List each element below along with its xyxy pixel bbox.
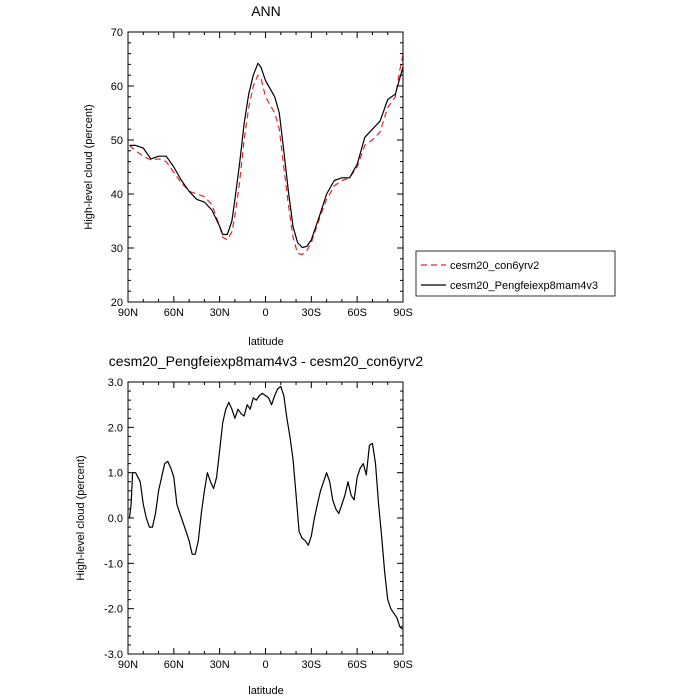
top-x-tick-label: 30S xyxy=(302,307,322,319)
bottom-x-tick-label: 30N xyxy=(210,659,230,671)
bottom-panel: cesm20_Pengfeiexp8mam4v3 - cesm20_con6yr… xyxy=(75,353,423,697)
top-y-axis-label: High-level cloud (percent) xyxy=(83,104,95,229)
bottom-plot-frame xyxy=(127,381,404,655)
bottom-x-tick-label: 30S xyxy=(302,659,322,671)
bottom-y-tick-label: 1.0 xyxy=(108,468,123,480)
top-x-axis-label: latitude xyxy=(248,336,283,348)
top-y-tick-label: 40 xyxy=(111,189,123,201)
bottom-plot-area: 90N 60N 30N 0 30S 60S 90S -3.0 -2.0 -1.0 0.0 1.0 2.0… xyxy=(104,377,413,671)
top-y-tick-label: 20 xyxy=(111,297,123,309)
legend: cesm20_con6yrv2 cesm20_Pengfeiexp8mam4v3 xyxy=(415,250,616,297)
bottom-x-tick-label: 60N xyxy=(164,659,184,671)
top-y-tick-label: 50 xyxy=(111,135,123,147)
top-y-tick-label: 30 xyxy=(111,243,123,255)
bottom-y-tick-label: 2.0 xyxy=(108,422,123,434)
bottom-x-axis-label: latitude xyxy=(248,685,283,697)
top-plot-area: 90N 60N 30N 0 30S 60S 90S 20 30 40 50 60 70 xyxy=(111,27,413,319)
bottom-chart-title: cesm20_Pengfeiexp8mam4v3 - cesm20_con6yr… xyxy=(109,353,424,369)
top-series-line-cesm20-pengfeiexp8mam4v3 xyxy=(129,62,404,249)
top-plot-frame xyxy=(127,31,404,303)
top-y-tick-label: 60 xyxy=(111,81,123,93)
legend-entry-control: cesm20_con6yrv2 xyxy=(450,260,539,272)
top-panel: ANN 90N 60N 30N 0 30S 60S 90S 20 30 40 50 60 70 lati… xyxy=(83,3,413,348)
legend-box xyxy=(415,250,616,297)
bottom-y-tick-label: -1.0 xyxy=(104,558,123,570)
bottom-series-line-difference xyxy=(128,385,403,630)
bottom-x-tick-label: 90N xyxy=(118,659,138,671)
bottom-x-tick-label: 90S xyxy=(393,659,413,671)
bottom-y-tick-label: -3.0 xyxy=(104,649,123,661)
top-chart-title: ANN xyxy=(251,3,281,19)
bottom-y-tick-label: -2.0 xyxy=(104,604,123,616)
bottom-y-axis-label: High-level cloud (percent) xyxy=(75,455,87,580)
top-x-tick-label: 30N xyxy=(210,307,230,319)
bottom-y-tick-label: 3.0 xyxy=(108,377,123,389)
bottom-x-tick-label: 60S xyxy=(347,659,367,671)
top-x-tick-label: 0 xyxy=(262,307,268,319)
top-x-tick-label: 60S xyxy=(347,307,367,319)
top-x-tick-label: 60N xyxy=(164,307,184,319)
top-x-tick-label: 90S xyxy=(393,307,413,319)
bottom-y-tick-label: 0.0 xyxy=(108,513,123,525)
top-series-line-cesm20-con6yrv2 xyxy=(129,54,404,256)
top-x-tick-label: 90N xyxy=(118,307,138,319)
top-y-tick-label: 70 xyxy=(111,27,123,39)
legend-entry-experiment: cesm20_Pengfeiexp8mam4v3 xyxy=(450,280,598,292)
bottom-x-tick-label: 0 xyxy=(262,659,268,671)
